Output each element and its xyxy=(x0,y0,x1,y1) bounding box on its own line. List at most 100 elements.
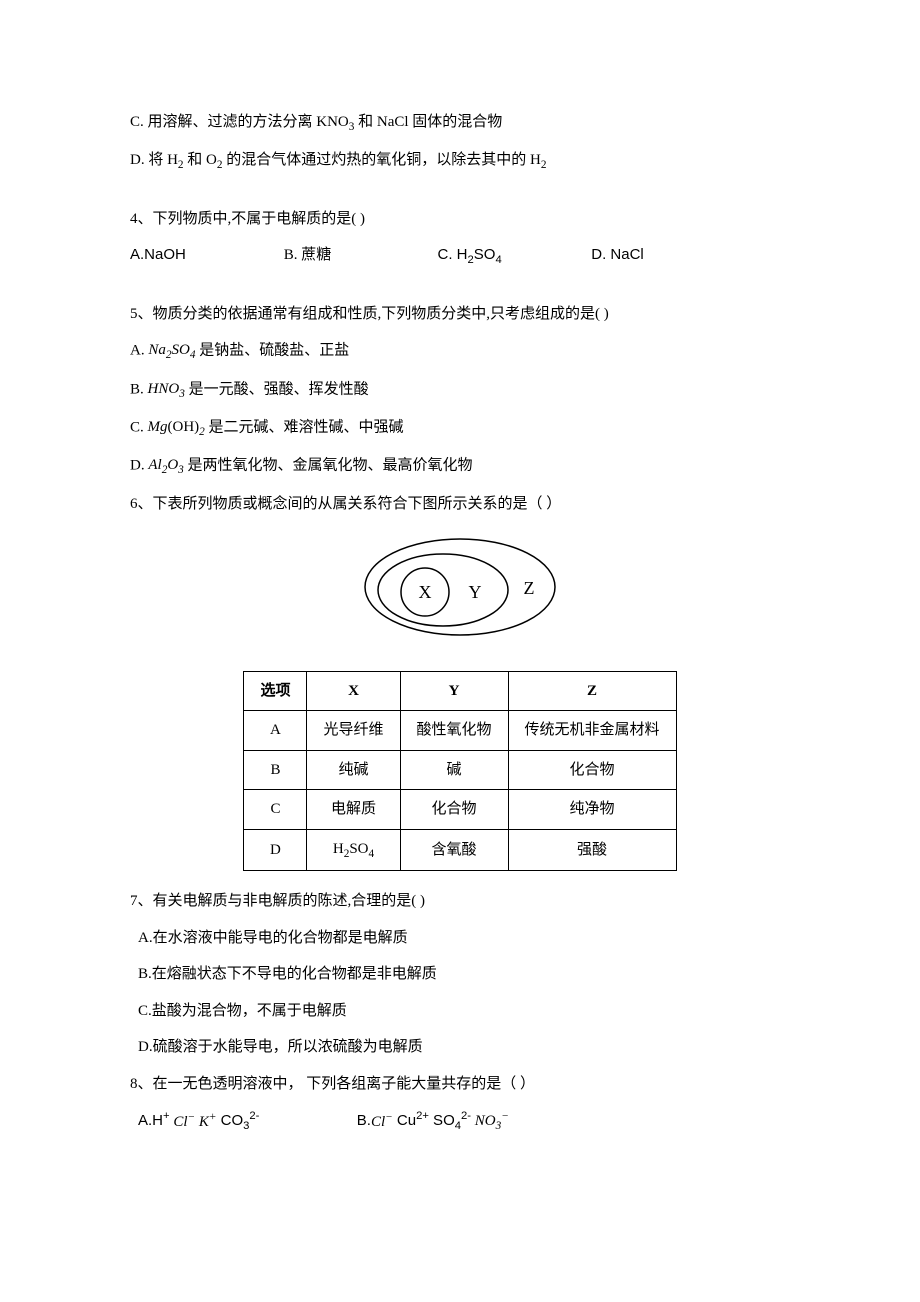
q5-option-d: D. Al2O3 是两性氧化物、金属氧化物、最高价氧化物 xyxy=(130,451,790,481)
label-y: Y xyxy=(469,582,482,602)
td: 纯碱 xyxy=(307,750,400,790)
s: 2- xyxy=(249,1110,259,1122)
t: SO xyxy=(429,1112,455,1129)
s: 2+ xyxy=(416,1110,429,1122)
text: C. 用溶解、过滤的方法分离 KNO xyxy=(130,114,349,130)
text: SO xyxy=(474,246,496,263)
q5-option-a: A. Na2SO4 是钠盐、硫酸盐、正盐 xyxy=(130,336,790,366)
td: 强酸 xyxy=(508,829,676,870)
t: (OH) xyxy=(168,419,200,435)
table-header-row: 选项 X Y Z xyxy=(244,671,676,711)
td: A xyxy=(244,711,307,751)
t: Cl xyxy=(173,1114,187,1130)
q6-table: 选项 X Y Z A 光导纤维 酸性氧化物 传统无机非金属材料 B 纯碱 碱 化… xyxy=(243,671,676,871)
table-row: C 电解质 化合物 纯净物 xyxy=(244,790,676,830)
tail: 是一元酸、强酸、挥发性酸 xyxy=(185,381,369,397)
s: + xyxy=(163,1110,170,1122)
label: D. xyxy=(130,458,148,474)
q7-option-b: B.在熔融状态下不导电的化合物都是非电解质 xyxy=(130,960,790,989)
label: B. xyxy=(130,381,148,397)
t: O xyxy=(167,457,178,473)
q6-table-wrap: 选项 X Y Z A 光导纤维 酸性氧化物 传统无机非金属材料 B 纯碱 碱 化… xyxy=(130,671,790,871)
ellipse-y xyxy=(378,554,508,626)
label-x: X xyxy=(419,582,432,602)
q6-venn-diagram: X Y Z xyxy=(130,532,790,653)
s: 2- xyxy=(461,1110,471,1122)
td: C xyxy=(244,790,307,830)
q8-options-row1: A.H+ Cl− K+ CO32- B.Cl− Cu2+ SO42- NO3− xyxy=(130,1106,790,1138)
text: 和 NaCl 固体的混合物 xyxy=(354,114,502,130)
td: 电解质 xyxy=(307,790,400,830)
th: X xyxy=(307,671,400,711)
tail: 是钠盐、硫酸盐、正盐 xyxy=(195,343,349,359)
td: 光导纤维 xyxy=(307,711,400,751)
label-z: Z xyxy=(524,578,535,598)
t: CO xyxy=(216,1112,243,1129)
table-row: B 纯碱 碱 化合物 xyxy=(244,750,676,790)
td-formula: H2SO4 xyxy=(307,829,400,870)
table-row: A 光导纤维 酸性氧化物 传统无机非金属材料 xyxy=(244,711,676,751)
q4-stem: 4、下列物质中,不属于电解质的是( ) xyxy=(130,205,790,234)
td: 传统无机非金属材料 xyxy=(508,711,676,751)
td: 化合物 xyxy=(400,790,508,830)
q5-option-c: C. Mg(OH)2 是二元碱、难溶性碱、中强碱 xyxy=(130,413,790,443)
th: 选项 xyxy=(244,671,307,711)
s: − xyxy=(385,1111,393,1123)
q8-stem: 8、在一无色透明溶液中， 下列各组离子能大量共存的是（ ） xyxy=(130,1070,790,1099)
td: B xyxy=(244,750,307,790)
t: B. xyxy=(357,1112,371,1129)
td: 纯净物 xyxy=(508,790,676,830)
formula: Al2O3 xyxy=(148,457,183,473)
q8-option-a: A.H+ Cl− K+ CO32- xyxy=(138,1106,353,1137)
t: K xyxy=(195,1114,209,1130)
q4-option-d: D. NaCl xyxy=(591,241,644,270)
t: Mg xyxy=(148,419,168,435)
tail: 是二元碱、难溶性碱、中强碱 xyxy=(205,420,404,436)
q7-option-a: A.在水溶液中能导电的化合物都是电解质 xyxy=(130,924,790,953)
t: A.H xyxy=(138,1112,163,1129)
text: C. H xyxy=(438,246,468,263)
q5-option-b: B. HNO3 是一元酸、强酸、挥发性酸 xyxy=(130,375,790,405)
td: 碱 xyxy=(400,750,508,790)
f: NO3− xyxy=(471,1113,509,1129)
q7-stem: 7、有关电解质与非电解质的陈述,合理的是( ) xyxy=(130,887,790,916)
td: 酸性氧化物 xyxy=(400,711,508,751)
formula: Mg(OH)2 xyxy=(148,419,205,435)
sub: 2 xyxy=(541,159,547,171)
text: 的混合气体通过灼热的氧化铜，以除去其中的 H xyxy=(223,152,541,168)
q4-option-b: B. 蔗糖 xyxy=(284,241,434,270)
t: SO xyxy=(171,342,189,358)
formula: HNO3 xyxy=(148,381,185,397)
td: 含氧酸 xyxy=(400,829,508,870)
s: − xyxy=(501,1110,509,1122)
t: HNO xyxy=(148,381,180,397)
q3-option-d: D. 将 H2 和 O2 的混合气体通过灼热的氧化铜，以除去其中的 H2 xyxy=(130,146,790,176)
t: Al xyxy=(148,457,161,473)
th: Z xyxy=(508,671,676,711)
sub: 4 xyxy=(495,254,501,266)
q6-stem: 6、下表所列物质或概念间的从属关系符合下图所示关系的是（ ） xyxy=(130,490,790,519)
table-row: D H2SO4 含氧酸 强酸 xyxy=(244,829,676,870)
q4-options: A.NaOH B. 蔗糖 C. H2SO4 D. NaCl xyxy=(130,241,790,271)
tail: 是两性氧化物、金属氧化物、最高价氧化物 xyxy=(184,458,473,474)
label: A. xyxy=(130,343,148,359)
text: D. 将 H xyxy=(130,152,178,168)
t: Cl xyxy=(371,1114,385,1130)
text: 和 O xyxy=(184,152,217,168)
formula: Na2SO4 xyxy=(148,342,195,358)
label: C. xyxy=(130,420,148,436)
s: − xyxy=(188,1111,196,1123)
venn-svg: X Y Z xyxy=(355,532,565,642)
q3-option-c: C. 用溶解、过滤的方法分离 KNO3 和 NaCl 固体的混合物 xyxy=(130,108,790,138)
f: Cl− xyxy=(371,1114,393,1130)
q8-option-b: B.Cl− Cu2+ SO42- NO3− xyxy=(357,1106,509,1138)
t: Na xyxy=(148,342,166,358)
td: 化合物 xyxy=(508,750,676,790)
th: Y xyxy=(400,671,508,711)
q4-option-c: C. H2SO4 xyxy=(438,241,588,271)
q7-option-d: D.硫酸溶于水能导电，所以浓硫酸为电解质 xyxy=(130,1033,790,1062)
td: D xyxy=(244,829,307,870)
f: Cl− K+ xyxy=(173,1114,216,1130)
q7-option-c: C.盐酸为混合物，不属于电解质 xyxy=(130,997,790,1026)
q5-stem: 5、物质分类的依据通常有组成和性质,下列物质分类中,只考虑组成的是( ) xyxy=(130,300,790,329)
